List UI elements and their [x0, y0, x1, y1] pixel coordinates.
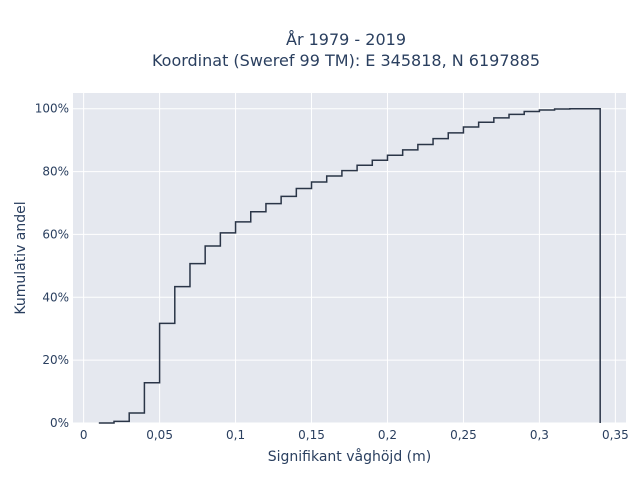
y-tick-label: 60% — [42, 227, 69, 241]
x-tick-label: 0,2 — [378, 428, 397, 442]
x-tick-label: 0,15 — [298, 428, 325, 442]
chart-title-line-1: År 1979 - 2019 — [286, 30, 406, 49]
cumulative-step-line — [98, 107, 601, 424]
y-axis-ticks: 0% 20% 40% 60% 80% 100% — [35, 102, 69, 430]
x-tick-label: 0,1 — [226, 428, 245, 442]
y-axis-title: Kumulativ andel — [13, 201, 29, 314]
x-tick-label: 0,35 — [602, 428, 629, 442]
y-tick-label: 100% — [35, 102, 69, 116]
x-tick-label: 0,3 — [530, 428, 549, 442]
x-axis-ticks: 0 0,05 0,1 0,15 0,2 0,25 0,3 0,35 — [80, 428, 629, 442]
y-tick-label: 80% — [42, 165, 69, 179]
y-tick-label: 0% — [50, 416, 69, 430]
x-tick-label: 0,25 — [450, 428, 477, 442]
x-tick-label: 0 — [80, 428, 88, 442]
x-tick-label: 0,05 — [146, 428, 173, 442]
chart-title: År 1979 - 2019 Koordinat (Sweref 99 TM):… — [152, 30, 540, 70]
y-tick-label: 20% — [42, 353, 69, 367]
x-axis-title: Signifikant våghöjd (m) — [268, 448, 431, 465]
y-tick-label: 40% — [42, 290, 69, 304]
plot-background — [73, 93, 626, 423]
chart-title-line-2: Koordinat (Sweref 99 TM): E 345818, N 61… — [152, 51, 540, 70]
grid-lines — [73, 93, 626, 424]
